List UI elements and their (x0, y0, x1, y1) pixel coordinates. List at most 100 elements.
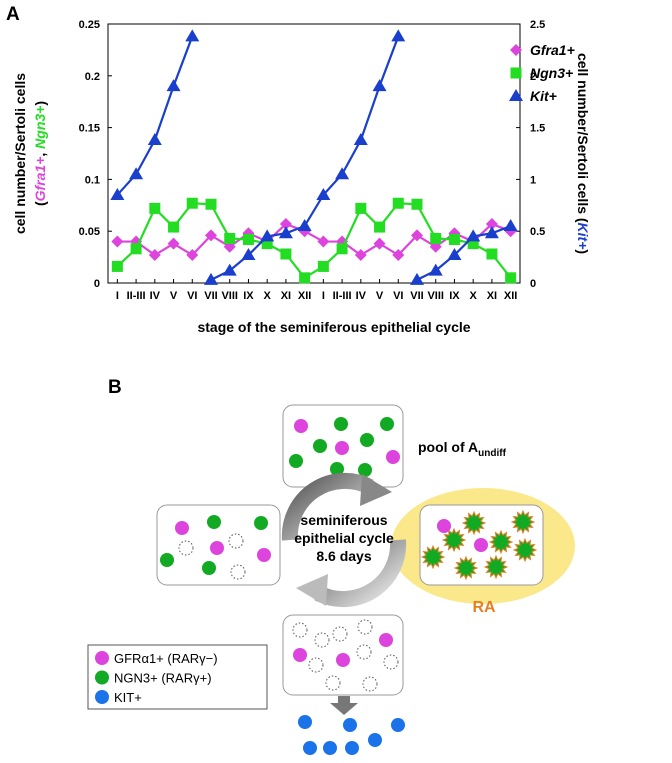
legend-box (87, 644, 268, 710)
marker (467, 238, 479, 250)
legend-label: Ngn3+ (530, 65, 573, 81)
ra-activated-cell (420, 544, 446, 570)
ngn3-cell (334, 417, 348, 431)
marker (336, 243, 348, 255)
marker (392, 197, 404, 209)
gfra1-cell (379, 633, 393, 647)
ngn3-cell (313, 439, 327, 453)
marker (224, 232, 236, 244)
marker (485, 217, 498, 230)
marker (241, 248, 256, 261)
legend-marker (95, 670, 109, 685)
x-tick-label: XI (487, 290, 497, 302)
y2-axis-label-part: cell number/Sertoli cells ( (575, 53, 591, 223)
marker (166, 79, 181, 92)
gfra1-cell (474, 538, 488, 552)
panel-label: A (6, 4, 20, 25)
y-axis-label-part: ( (32, 201, 48, 206)
x-tick-label: VII (410, 290, 423, 302)
y2-axis-label-part: Kit+ (575, 223, 591, 250)
ngn3-cell (330, 462, 344, 476)
marker (410, 272, 424, 285)
y2-tick-label: 1.5 (530, 123, 545, 135)
gfra1-cell (294, 419, 308, 433)
cycle-arrowhead (360, 474, 392, 506)
legend-label: Gfra1+ (530, 42, 575, 58)
empty-cell (362, 676, 378, 692)
ngn3-cell (202, 561, 216, 575)
x-tick-label: II-III (127, 290, 146, 302)
x-tick-label: X (264, 290, 272, 302)
marker (355, 202, 367, 214)
y2-tick-label: 1 (530, 174, 536, 186)
gfra1-cell (175, 521, 189, 535)
marker (110, 187, 125, 200)
down-arrowhead (330, 703, 358, 715)
marker (353, 133, 368, 146)
x-tick-label: XII (504, 290, 517, 302)
y-tick-label: 0 (94, 278, 100, 290)
kit-cell (343, 718, 357, 732)
y-tick-label: 0.1 (85, 174, 100, 186)
ra-activated-cell (453, 555, 479, 581)
y2-tick-label: 2 (530, 71, 536, 83)
marker (509, 89, 523, 101)
marker (466, 229, 481, 242)
x-tick-label: V (376, 290, 384, 302)
empty-cell (178, 540, 194, 556)
marker (148, 249, 161, 262)
marker (168, 221, 180, 233)
empty-cell (228, 533, 244, 549)
marker (205, 198, 217, 210)
pool-label-sub: undiff (478, 448, 506, 459)
empty-cell (314, 632, 330, 648)
marker (510, 44, 522, 56)
x-tick-label: IX (449, 290, 460, 302)
cycle-arrow (314, 539, 407, 608)
y-axis-label-part: ) (32, 101, 48, 106)
marker (372, 79, 387, 92)
y2-tick-label: 2.5 (530, 19, 545, 31)
series-line (116, 36, 194, 196)
x-tick-label: VII (204, 290, 217, 302)
ra-activated-cell (441, 527, 467, 553)
x-tick-label: VIII (221, 290, 238, 302)
ngn3-cell (358, 463, 372, 477)
x-tick-label: V (170, 290, 178, 302)
ngn3-cell (360, 433, 374, 447)
marker (316, 187, 331, 200)
ra-activated-cell (483, 554, 509, 580)
panel-label: B (108, 377, 122, 398)
marker (130, 243, 142, 255)
marker (411, 198, 423, 210)
marker (205, 229, 217, 242)
marker (447, 248, 462, 261)
gfra1-cell (257, 548, 271, 562)
marker (297, 219, 312, 232)
gfra1-cell (386, 450, 400, 464)
empty-cell (357, 619, 373, 635)
marker (317, 260, 329, 272)
marker (222, 263, 237, 276)
empty-cell (383, 654, 399, 670)
cycle-label: seminiferous (300, 512, 387, 528)
marker (373, 237, 386, 250)
y-axis-label-part: Gfra1+ (32, 157, 48, 202)
legend-label: NGN3+ (RARγ+) (114, 671, 212, 686)
kit-cell (368, 733, 382, 747)
pool-label-main: pool of A (418, 439, 478, 455)
x-tick-label: II-III (333, 290, 352, 302)
cycle-arrow (281, 472, 374, 541)
empty-cell (292, 622, 308, 638)
kit-cell (303, 741, 317, 755)
x-tick-label: IX (243, 290, 254, 302)
marker (335, 167, 350, 180)
legend-label: Kit+ (530, 88, 557, 104)
y-tick-label: 0.25 (79, 19, 100, 31)
gfra1-cell (437, 519, 451, 533)
marker (261, 238, 273, 250)
y2-axis-label-part: ) (575, 249, 591, 254)
y-axis-label-part: , (32, 149, 48, 157)
x-tick-label: I (322, 290, 325, 302)
